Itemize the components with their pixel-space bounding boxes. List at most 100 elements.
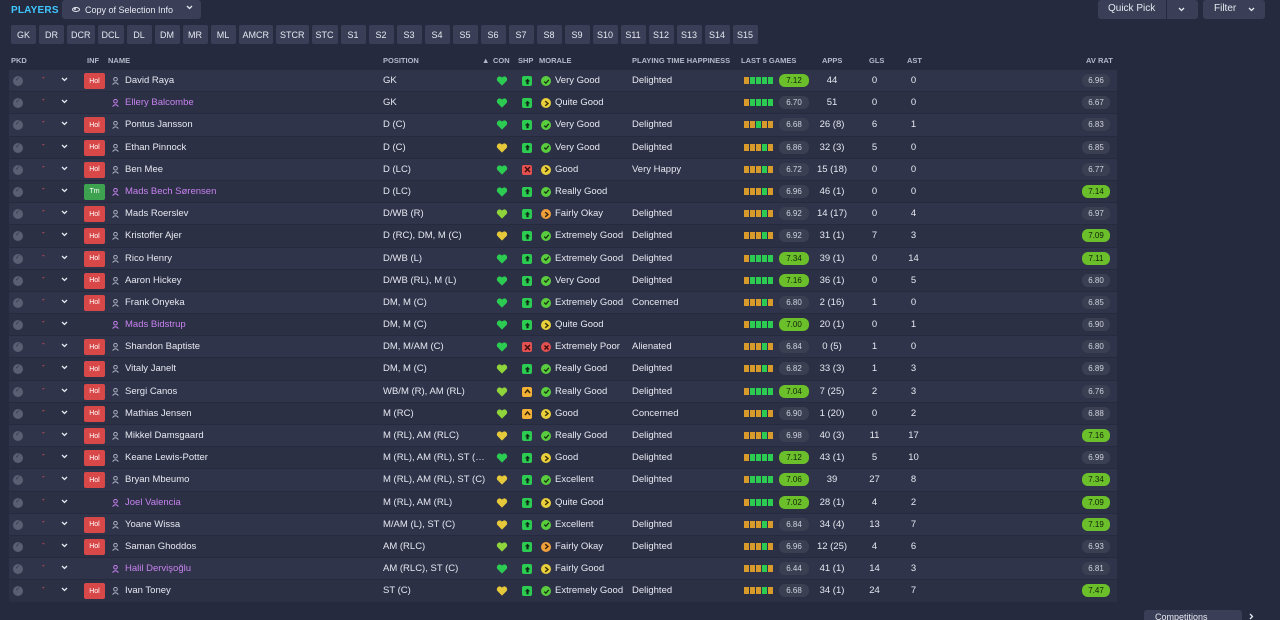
- chevron-down-icon[interactable]: [61, 542, 68, 549]
- position-filter-button[interactable]: S15: [732, 25, 758, 44]
- table-row[interactable]: - Tm Mads Bech Sørensen D (LC) Really Good 6.…: [9, 180, 1117, 204]
- pick-checkbox[interactable]: [13, 253, 23, 264]
- table-row[interactable]: - Mads Bidstrup DM, M (C) Quite Good 7.00 20 …: [9, 314, 1117, 337]
- table-row[interactable]: - Hol Vitaly Janelt DM, M (C) Really Good Del…: [9, 358, 1117, 381]
- chevron-down-icon[interactable]: [61, 143, 68, 150]
- table-row[interactable]: - Hol Ben Mee D (LC) Good Very Happy 6.72 15 (1…: [9, 158, 1117, 181]
- player-name-link[interactable]: Mads Roerslev: [125, 208, 189, 220]
- pick-checkbox[interactable]: [13, 164, 23, 175]
- chevron-down-icon[interactable]: [61, 409, 68, 416]
- chevron-down-icon[interactable]: [61, 364, 68, 371]
- chevron-down-icon[interactable]: [61, 187, 68, 194]
- chevron-down-icon[interactable]: [61, 342, 68, 349]
- column-header-inf[interactable]: INF: [87, 56, 100, 65]
- chevron-down-icon[interactable]: [61, 209, 68, 216]
- pick-checkbox[interactable]: [13, 275, 23, 286]
- position-filter-button[interactable]: S4: [424, 25, 450, 44]
- pick-checkbox[interactable]: [13, 430, 23, 441]
- chevron-down-icon[interactable]: [61, 120, 68, 127]
- table-row[interactable]: - Hol Saman Ghoddos AM (RLC) Fairly Okay Deli…: [9, 535, 1117, 559]
- position-filter-button[interactable]: DM: [154, 25, 180, 44]
- table-row[interactable]: - Hol Mikkel Damsgaard M (RL), AM (RLC) Real…: [9, 425, 1117, 448]
- table-row[interactable]: - Hol Shandon Baptiste DM, M/AM (C) Extremel…: [9, 336, 1117, 359]
- position-filter-button[interactable]: ML: [210, 25, 236, 44]
- player-name-link[interactable]: Halil Dervişoğlu: [125, 563, 191, 575]
- chevron-down-icon[interactable]: [61, 165, 68, 172]
- table-row[interactable]: - Hol Aaron Hickey D/WB (RL), M (L) Very Goo…: [9, 269, 1117, 292]
- column-header-morale[interactable]: MORALE: [539, 56, 572, 65]
- player-name-link[interactable]: Joel Valencia: [125, 496, 181, 508]
- position-filter-button[interactable]: S3: [396, 25, 422, 44]
- quick-pick-button[interactable]: Quick Pick: [1098, 0, 1198, 19]
- pick-checkbox[interactable]: [13, 386, 23, 397]
- chevron-down-icon[interactable]: [61, 98, 68, 105]
- position-filter-button[interactable]: S13: [676, 25, 702, 44]
- pick-checkbox[interactable]: [13, 142, 23, 153]
- column-header-shp[interactable]: SHP: [518, 56, 534, 65]
- chevron-down-icon[interactable]: [61, 564, 68, 571]
- player-name-link[interactable]: Ellery Balcombe: [125, 97, 194, 109]
- player-name-link[interactable]: Vitaly Janelt: [125, 363, 177, 375]
- position-filter-button[interactable]: AMCR: [238, 25, 274, 44]
- position-filter-button[interactable]: S7: [508, 25, 534, 44]
- pick-checkbox[interactable]: [13, 363, 23, 375]
- table-row[interactable]: - Hol Kristoffer Ajer D (RC), DM, M (C) Extr…: [9, 225, 1117, 248]
- pick-checkbox[interactable]: [13, 341, 23, 353]
- position-filter-button[interactable]: S9: [564, 25, 590, 44]
- position-filter-button[interactable]: STCR: [276, 25, 309, 44]
- view-selector-button[interactable]: Copy of Selection Info: [62, 0, 201, 19]
- pick-checkbox[interactable]: [13, 474, 23, 486]
- position-filter-button[interactable]: DCL: [97, 25, 124, 44]
- player-name-link[interactable]: Mads Bech Sørensen: [125, 185, 217, 197]
- position-filter-button[interactable]: S2: [368, 25, 394, 44]
- player-name-link[interactable]: Sergi Canos: [125, 385, 178, 397]
- column-header-ast[interactable]: AST: [907, 56, 922, 65]
- position-filter-button[interactable]: GK: [11, 25, 36, 44]
- position-filter-button[interactable]: S8: [536, 25, 562, 44]
- player-name-link[interactable]: Pontus Jansson: [125, 119, 193, 131]
- player-name-link[interactable]: Keane Lewis-Potter: [125, 452, 208, 464]
- table-row[interactable]: - Ellery Balcombe GK Quite Good 6.70 51 0 0 6.67: [9, 92, 1117, 115]
- chevron-down-icon[interactable]: [61, 276, 68, 283]
- competitions-button[interactable]: Competitions: [1144, 610, 1242, 620]
- player-name-link[interactable]: Ivan Toney: [125, 585, 171, 597]
- chevron-down-icon[interactable]: [61, 498, 68, 505]
- table-row[interactable]: - Hol Sergi Canos WB/M (R), AM (RL) Really G…: [9, 380, 1117, 403]
- player-name-link[interactable]: Bryan Mbeumo: [125, 474, 190, 486]
- table-row[interactable]: - Hol Mathias Jensen M (RC) Good Concerned 6.9…: [9, 402, 1117, 425]
- table-row[interactable]: - Hol Rico Henry D/WB (L) Extremely Good Deli…: [9, 247, 1117, 270]
- pick-checkbox[interactable]: [13, 519, 23, 530]
- player-name-link[interactable]: Mathias Jensen: [125, 407, 192, 419]
- table-row[interactable]: - Hol Frank Onyeka DM, M (C) Extremely Good C…: [9, 291, 1117, 315]
- pick-checkbox[interactable]: [13, 563, 23, 575]
- chevron-down-icon[interactable]: [1178, 6, 1185, 13]
- column-header-pkd[interactable]: PKD: [11, 56, 27, 65]
- position-filter-button[interactable]: S10: [592, 25, 618, 44]
- table-row[interactable]: - Hol Keane Lewis-Potter M (RL), AM (RL), S…: [9, 447, 1117, 470]
- pick-checkbox[interactable]: [13, 408, 23, 419]
- pick-checkbox[interactable]: [13, 541, 23, 552]
- column-header-last5[interactable]: LAST 5 GAMES: [741, 56, 797, 65]
- pick-checkbox[interactable]: [13, 119, 23, 131]
- chevron-down-icon[interactable]: [61, 320, 68, 327]
- pick-checkbox[interactable]: [13, 208, 23, 220]
- position-filter-button[interactable]: DL: [126, 25, 152, 44]
- chevron-down-icon[interactable]: [61, 475, 68, 482]
- chevron-down-icon[interactable]: [61, 231, 68, 238]
- table-row[interactable]: - Hol Yoane Wissa M/AM (L), ST (C) Excellent…: [9, 513, 1117, 536]
- chevron-down-icon[interactable]: [61, 387, 68, 394]
- table-row[interactable]: - Hol Ivan Toney ST (C) Extremely Good Deligh…: [9, 580, 1117, 603]
- table-row[interactable]: - Hol Mads Roerslev D/WB (R) Fairly Okay Deli…: [9, 203, 1117, 226]
- table-row[interactable]: - Hol Pontus Jansson D (C) Very Good Delighte…: [9, 114, 1117, 137]
- chevron-down-icon[interactable]: [61, 254, 68, 261]
- pick-checkbox[interactable]: [13, 452, 23, 464]
- table-row[interactable]: - Hol David Raya GK Very Good Delighted 7.12 44…: [9, 70, 1117, 93]
- table-row[interactable]: - Halil Dervişoğlu AM (RLC), ST (C) Fairly …: [9, 558, 1117, 581]
- player-name-link[interactable]: Saman Ghoddos: [125, 540, 197, 552]
- column-header-gls[interactable]: GLS: [869, 56, 885, 65]
- position-filter-button[interactable]: S12: [648, 25, 674, 44]
- player-name-link[interactable]: Aaron Hickey: [125, 274, 182, 286]
- player-name-link[interactable]: Ben Mee: [125, 163, 164, 175]
- column-header-av-rat[interactable]: AV RAT: [1086, 56, 1113, 65]
- position-filter-button[interactable]: DR: [39, 25, 64, 44]
